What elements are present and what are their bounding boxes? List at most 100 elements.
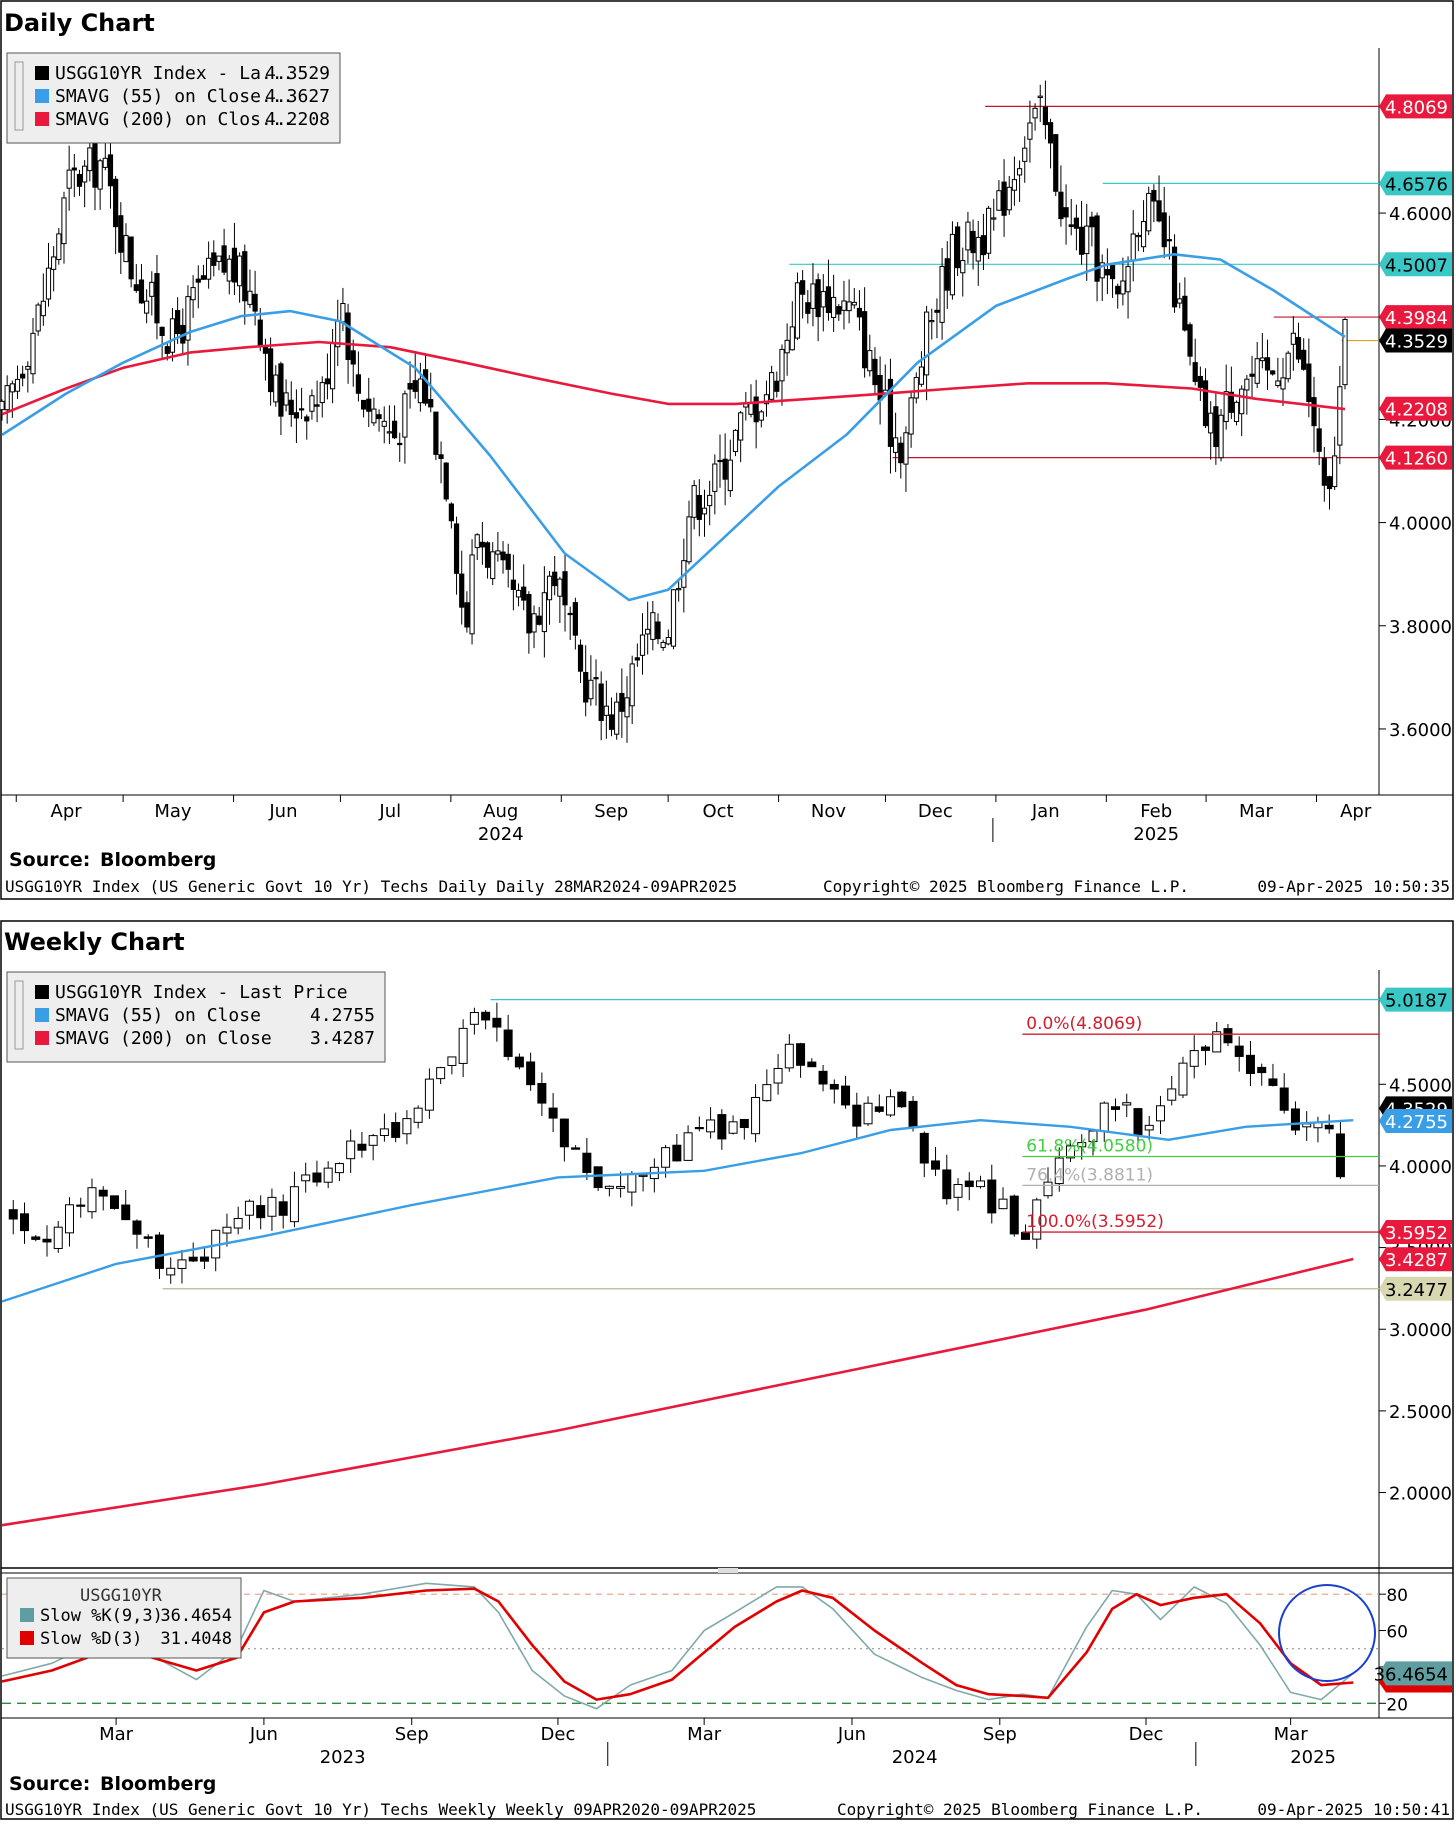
candle: [289, 1171, 299, 1228]
candle: [691, 480, 697, 530]
candle: [577, 639, 584, 684]
candle: [500, 541, 506, 574]
candle: [929, 308, 935, 340]
candle: [717, 434, 723, 488]
candle: [624, 676, 630, 743]
weekly-chart: Weekly Chart 2.00002.50003.00003.50004.0…: [0, 920, 1454, 1820]
candle: [1088, 1128, 1098, 1156]
candle: [810, 263, 816, 327]
candle: [510, 554, 516, 611]
daily-x-year-label: 2024: [478, 824, 524, 845]
stoch-highlight-circle: [1278, 1584, 1376, 1682]
daily-title: Daily Chart: [4, 9, 155, 37]
daily-x-tick-label: Dec: [918, 801, 953, 822]
candle: [1054, 1147, 1064, 1192]
candle: [1335, 1120, 1345, 1179]
candle: [953, 1178, 963, 1211]
candle: [97, 158, 103, 210]
candle: [1200, 1044, 1210, 1066]
candle: [438, 441, 444, 484]
candle: [1279, 1073, 1289, 1114]
candle: [357, 1131, 367, 1158]
candle: [712, 454, 718, 515]
daily-x-tick-label: Apr: [1340, 801, 1372, 822]
candle: [1006, 175, 1012, 215]
weekly-price-tag-label: 3.4287: [1385, 1250, 1448, 1271]
candle: [1189, 1035, 1199, 1079]
weekly-source-name: Bloomberg: [100, 1773, 216, 1795]
candle: [1161, 186, 1167, 259]
candle: [8, 1199, 18, 1235]
candle: [252, 270, 258, 326]
candle: [696, 479, 702, 537]
candle: [987, 1164, 997, 1224]
candle: [301, 1162, 311, 1193]
candle: [567, 606, 573, 641]
candle: [1001, 159, 1007, 237]
daily-price-tag-label: 4.3984: [1385, 308, 1448, 329]
candle: [40, 273, 46, 326]
candle: [1295, 322, 1302, 363]
candle: [469, 539, 475, 645]
candle: [154, 254, 160, 340]
fib-label: 61.8%(4.0580): [1026, 1136, 1153, 1156]
daily-legend: USGG10YR Index - La... 4.3529 SMAVG (55)…: [6, 52, 341, 144]
candle: [149, 271, 155, 316]
daily-price-tag: 4.1260: [1379, 445, 1452, 470]
candle: [366, 377, 372, 427]
candle: [541, 566, 547, 658]
candle: [31, 1235, 41, 1242]
daily-footer-mid: Copyright© 2025 Bloomberg Finance L.P.: [823, 877, 1189, 896]
candle: [334, 1162, 344, 1182]
candle: [728, 1115, 738, 1135]
candle: [1089, 211, 1095, 247]
weekly-legend-value-sma200: 3.4287: [310, 1028, 375, 1049]
candle: [665, 629, 671, 646]
candle: [216, 255, 222, 271]
candle: [56, 227, 62, 265]
candle: [707, 480, 713, 526]
candle: [851, 288, 857, 309]
candle: [412, 353, 418, 399]
candle: [397, 432, 403, 462]
candle: [30, 317, 36, 384]
candle: [237, 252, 243, 303]
candle: [190, 275, 196, 318]
candle: [1047, 118, 1054, 169]
candle: [701, 489, 708, 537]
candle: [514, 1053, 524, 1070]
candle: [51, 246, 57, 292]
candle: [1316, 407, 1322, 466]
stoch-legend: USGG10YR Slow %K(9,3) 36.4654 Slow %D(3)…: [6, 1577, 242, 1659]
candle: [379, 1113, 389, 1142]
candle: [546, 570, 553, 625]
candle: [386, 405, 393, 445]
candle: [1135, 232, 1141, 252]
candle: [0, 399, 5, 421]
daily-price-tag: 4.2208: [1379, 396, 1452, 421]
candle: [616, 1171, 626, 1198]
candle: [1244, 374, 1250, 415]
candle: [800, 270, 806, 319]
candle: [123, 223, 129, 263]
candle: [1208, 401, 1214, 460]
stoch-legend-label-k: Slow %K(9,3): [40, 1606, 163, 1626]
candle: [1223, 364, 1229, 430]
daily-y-tick-label: 3.8000: [1389, 617, 1452, 638]
candle: [722, 433, 728, 506]
candle: [526, 1052, 536, 1091]
candle: [469, 1007, 479, 1035]
daily-price-tag-label: 4.5007: [1385, 255, 1448, 276]
candle: [1249, 355, 1255, 399]
stoch-y-tick-label: 80: [1386, 1586, 1408, 1606]
candle: [796, 1042, 806, 1078]
candle: [1234, 1036, 1244, 1072]
candle: [9, 380, 15, 418]
candle: [231, 222, 238, 295]
candle: [887, 358, 894, 474]
stoch-legend-label-d: Slow %D(3): [40, 1629, 142, 1649]
candle: [964, 1172, 974, 1201]
candle: [278, 1194, 288, 1229]
candle: [1337, 365, 1343, 465]
weekly-footer-right: 09-Apr-2025 10:50:41: [1257, 1800, 1450, 1819]
